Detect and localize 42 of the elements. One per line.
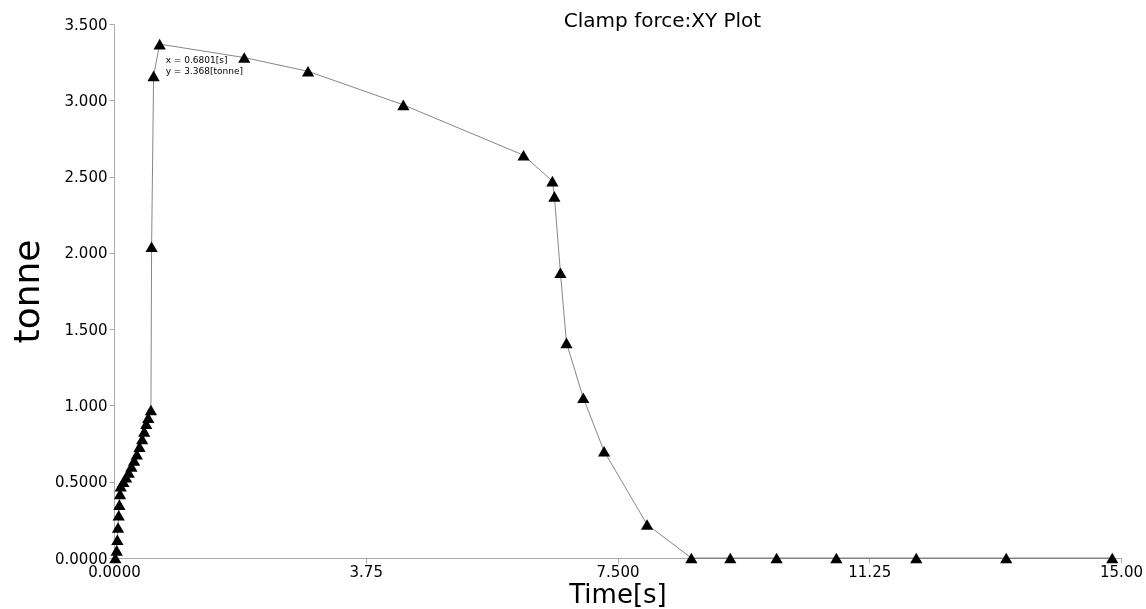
- y-axis-title: tonne: [6, 239, 48, 344]
- point: [112, 509, 125, 521]
- point: [1106, 552, 1119, 564]
- x-tick-label: 15.00: [1100, 562, 1143, 581]
- point: [548, 191, 561, 202]
- point: [110, 545, 123, 556]
- point: [597, 445, 611, 457]
- y-tick-label: 1.000: [64, 396, 108, 415]
- point: [910, 552, 923, 564]
- y-tick-label: 3.500: [64, 15, 108, 34]
- y-tick-label: 2.500: [64, 168, 108, 187]
- point: [153, 38, 166, 50]
- y-tick-label: 2.000: [64, 244, 108, 263]
- x-tick-label: 11.25: [848, 562, 892, 581]
- x-tick-label: 3.75: [349, 562, 383, 581]
- point: [724, 552, 737, 564]
- point: [517, 149, 530, 161]
- point: [397, 99, 410, 111]
- point: [145, 241, 158, 253]
- x-axis-title: Time[s]: [568, 578, 667, 609]
- point: [111, 522, 125, 533]
- point: [685, 552, 698, 564]
- point: [144, 404, 158, 416]
- point: [770, 552, 783, 564]
- point: [147, 70, 160, 82]
- point: [113, 499, 126, 510]
- x-tick-label: 7.500: [596, 562, 640, 581]
- point: [301, 65, 315, 77]
- y-tick-label: 3.000: [64, 91, 108, 110]
- annotation: x = 0.6801[s] y = 3.368[tonne]: [165, 55, 244, 77]
- point: [111, 534, 124, 545]
- y-tick-label: 1.500: [64, 320, 108, 339]
- point: [546, 175, 559, 187]
- y-tick-label: 0.5000: [55, 473, 108, 492]
- point: [640, 519, 654, 530]
- point: [554, 267, 567, 278]
- point: [560, 337, 573, 349]
- point: [238, 52, 251, 63]
- point: [1000, 552, 1013, 564]
- point: [577, 392, 590, 404]
- point: [830, 552, 843, 564]
- chart-title: Clamp force:XY Plot: [563, 8, 762, 32]
